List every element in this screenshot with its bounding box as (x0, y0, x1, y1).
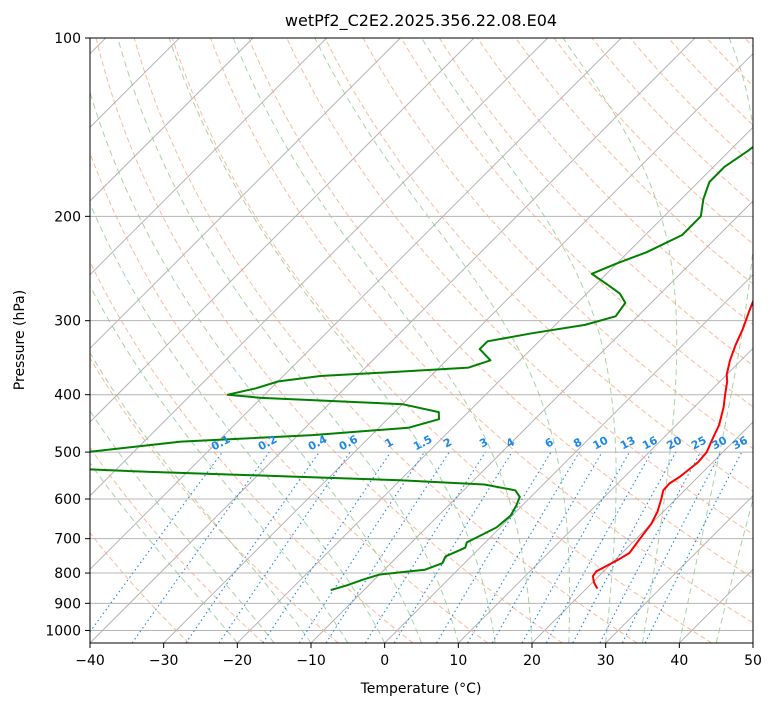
isotherm-line (90, 38, 254, 202)
isotherm-line (90, 38, 549, 497)
dry-adiabat-line (553, 38, 753, 245)
mixing-ratio-line (298, 451, 425, 643)
dry-adiabat-line (248, 38, 753, 579)
dry-adiabat-line (210, 38, 753, 624)
mixing-ratio-line (467, 451, 580, 643)
dry-adiabat-line (95, 38, 563, 643)
moist-adiabat-line (232, 38, 533, 643)
dry-adiabat-line (286, 38, 753, 535)
mixing-ratio-line (185, 451, 320, 643)
y-tick-label: 600 (54, 492, 81, 508)
mixing-ratio-label: 20 (664, 434, 684, 453)
x-axis-label: Temperature (°C) (360, 681, 482, 697)
isotherm-line (236, 126, 753, 643)
isotherm-line (163, 52, 753, 643)
x-tick-label: −20 (223, 653, 253, 669)
x-tick-label: −40 (75, 653, 105, 669)
mixing-ratio-line (131, 451, 270, 643)
dry-adiabat-line (90, 532, 190, 643)
moist-adiabat-line (90, 462, 238, 643)
isotherm-line (90, 38, 475, 423)
y-tick-label: 900 (54, 596, 81, 612)
x-tick-label: −30 (149, 653, 179, 669)
dry-adiabat-line (400, 38, 753, 408)
dry-adiabat-line (362, 38, 753, 450)
dry-adiabat-line (477, 38, 753, 326)
y-tick-label: 200 (54, 209, 81, 225)
y-tick-label: 500 (54, 445, 81, 461)
x-tick-label: 50 (744, 653, 762, 669)
mixing-ratio-label: 30 (710, 434, 730, 453)
dry-adiabat-line (90, 260, 414, 643)
dry-adiabat-line (90, 151, 488, 643)
plot-frame (89, 37, 754, 644)
mixing-ratio-label: 10 (591, 434, 611, 453)
isotherm-line (457, 347, 753, 643)
mixing-ratio-label: 16 (640, 434, 660, 453)
x-tick-label: 40 (670, 653, 688, 669)
moist-adiabat-line (562, 38, 678, 643)
mixing-ratio-line (218, 451, 351, 643)
dewpoint-profile-line (90, 145, 753, 592)
dry-adiabat-line (591, 38, 753, 205)
y-tick-label: 800 (54, 566, 81, 582)
dry-adiabat-line (324, 38, 753, 492)
isotherm-line (384, 273, 753, 643)
axis-ticks: −40 −30 −20 −10 0 10 20 30 40 50 100 200 300 400 500 60… (45, 31, 762, 669)
moist-adiabat-line (90, 90, 422, 643)
mixing-ratio-line (435, 451, 552, 643)
y-tick-label: 100 (54, 31, 81, 47)
dry-adiabat-line (133, 38, 638, 643)
mixing-ratio-label: 25 (689, 434, 709, 453)
mixing-ratio-line (599, 451, 701, 643)
dry-adiabat-line (90, 357, 339, 643)
y-tick-label: 400 (54, 388, 81, 404)
moist-adiabat-line (715, 497, 753, 643)
chart-title: wetPf2_C2E2.2025.356.22.08.E04 (285, 11, 557, 31)
plot-area (90, 38, 753, 643)
moist-adiabat-line (90, 284, 349, 643)
moist-adiabat-line (421, 38, 617, 643)
isotherm-line (90, 38, 328, 276)
mixing-ratio-line (364, 451, 486, 643)
isotherm-line (752, 642, 753, 643)
mixing-ratio-label: 13 (618, 434, 638, 453)
sounding-series (90, 145, 753, 592)
y-tick-label: 700 (54, 532, 81, 548)
moist-adiabat-line (168, 38, 496, 643)
temperature-profile-line (591, 298, 753, 590)
mixing-ratio-label: 36 (730, 434, 750, 453)
y-tick-label: 300 (54, 314, 81, 330)
mixing-ratio-line (262, 451, 392, 643)
x-tick-label: 0 (380, 653, 389, 669)
x-tick-label: −10 (296, 653, 326, 669)
moist-adiabat-line (314, 38, 571, 643)
mixing-ratio-line (572, 451, 677, 643)
moist-adiabat-line (117, 38, 459, 643)
x-tick-label: 10 (449, 653, 467, 669)
x-tick-label: 20 (523, 653, 541, 669)
mixing-ratio-line (393, 451, 513, 643)
y-tick-label: 1000 (45, 623, 81, 639)
isotherm-line (531, 421, 753, 643)
isotherm-line (90, 38, 401, 350)
isotherm-line (605, 494, 753, 643)
x-tick-label: 30 (597, 653, 615, 669)
background-lines (90, 38, 753, 643)
dry-adiabat-line (438, 38, 753, 367)
isotherm-line (90, 38, 696, 643)
moist-adiabat-line (678, 38, 753, 643)
dry-adiabat-line (171, 38, 712, 643)
y-axis-label: Pressure (hPa) (12, 290, 28, 390)
mixing-ratio-line (325, 451, 450, 643)
isotherm-line (90, 38, 622, 571)
